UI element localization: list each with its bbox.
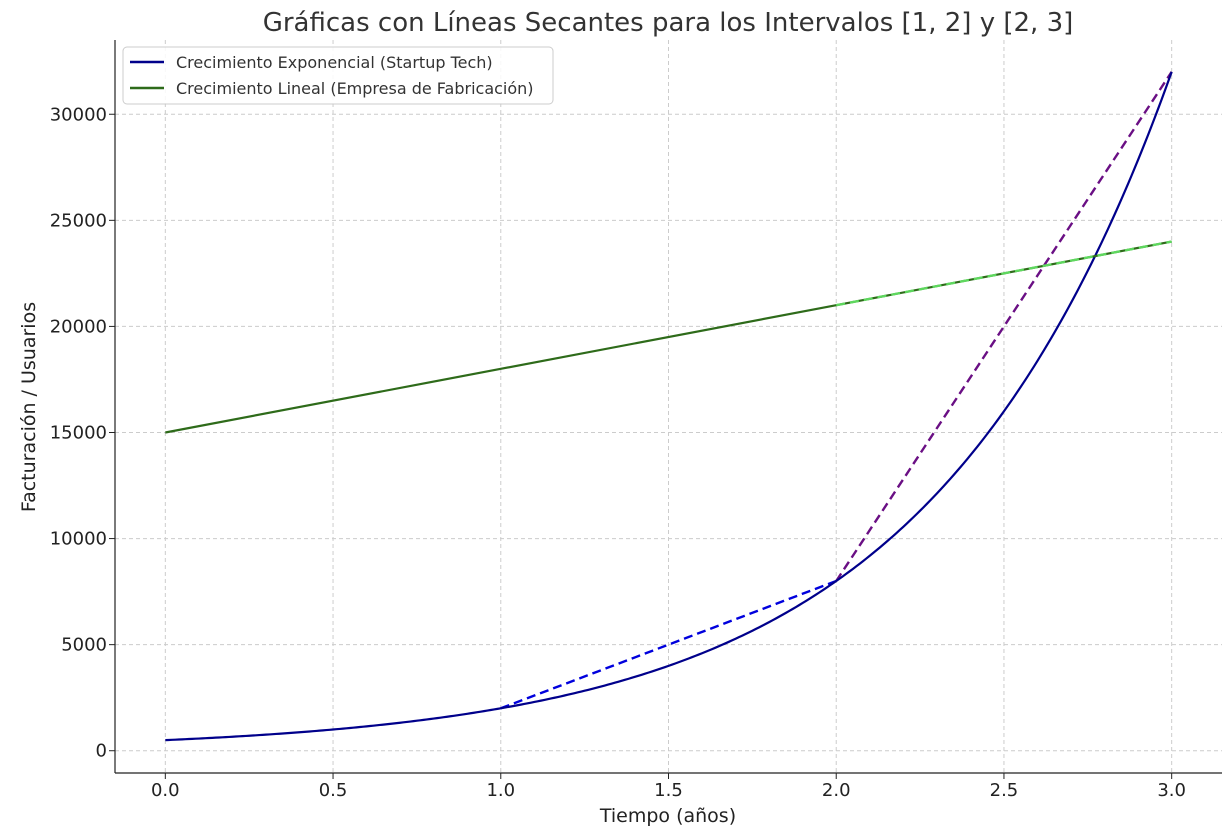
legend-label: Crecimiento Exponencial (Startup Tech) [176,53,493,72]
y-axis-label: Facturación / Usuarios [18,302,40,512]
y-tick-label: 0 [96,741,107,762]
y-ticks: 0 5000 10000 15000 20000 25000 30000 [50,104,115,762]
x-tick-label: 3.0 [1157,780,1186,801]
x-tick-label: 1.0 [486,780,515,801]
secant-line-1 [500,579,837,710]
y-tick-label: 10000 [50,529,107,550]
x-tick-label: 0.5 [319,780,348,801]
y-tick-label: 30000 [50,104,107,125]
secant-line-2 [835,71,1173,582]
legend-label: Crecimiento Lineal (Empresa de Fabricaci… [176,79,534,98]
x-tick-label: 2.5 [990,780,1019,801]
legend-box [122,46,554,105]
x-axis-label: Tiempo (años) [599,805,736,827]
y-tick-label: 5000 [61,635,107,656]
x-tick-label: 0.0 [151,780,180,801]
y-tick-label: 25000 [50,210,107,231]
x-tick-label: 1.5 [654,780,683,801]
x-tick-label: 2.0 [822,780,851,801]
secant-lines [500,71,1173,710]
series-line-1 [165,71,1173,742]
y-tick-label: 20000 [50,316,107,337]
legend: Crecimiento Exponencial (Startup Tech) Cr… [122,46,554,105]
x-ticks: 0.0 0.5 1.0 1.5 2.0 2.5 3.0 [151,773,1186,801]
chart-title: Gráficas con Líneas Secantes para los In… [263,8,1074,38]
y-tick-label: 15000 [50,422,107,443]
secant-line-3 [836,240,1172,307]
grid [115,40,1222,773]
series-lines [165,71,1173,742]
